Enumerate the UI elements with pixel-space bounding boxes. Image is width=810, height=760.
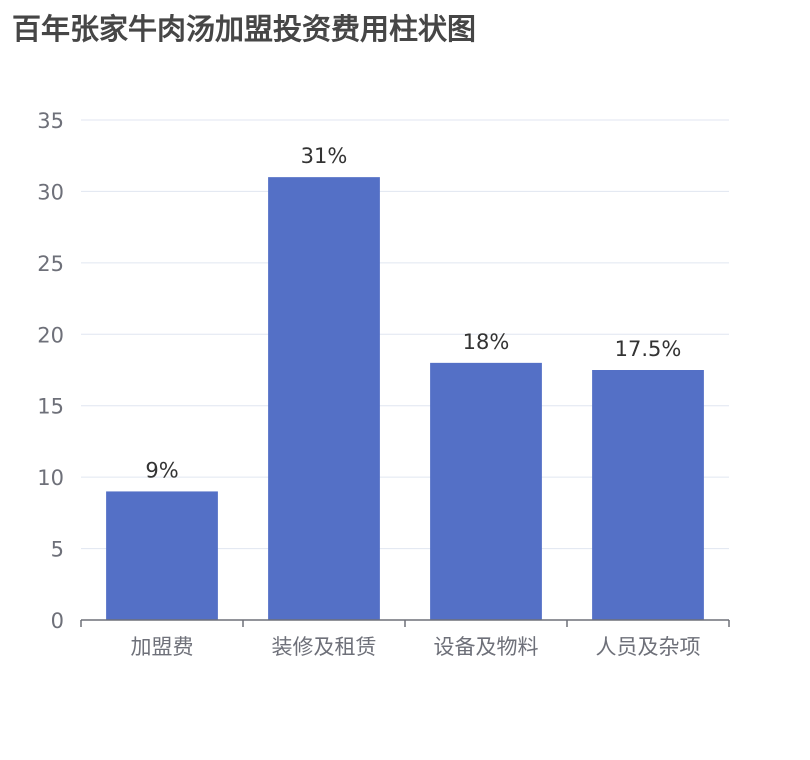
bar-0 xyxy=(106,491,218,620)
y-tick-label: 25 xyxy=(37,252,64,276)
data-label: 17.5% xyxy=(615,337,682,361)
data-label: 18% xyxy=(463,330,510,354)
y-tick-label: 30 xyxy=(37,180,64,204)
x-tick-label: 装修及租赁 xyxy=(272,635,377,659)
y-axis-ticks: 0 5 10 15 20 25 30 35 xyxy=(37,109,64,633)
bar-3 xyxy=(592,370,704,620)
data-labels: 9% 31% 18% 17.5% xyxy=(145,144,681,482)
bar-2 xyxy=(430,362,542,620)
y-tick-label: 0 xyxy=(51,609,64,633)
y-tick-label: 5 xyxy=(51,538,64,562)
y-tick-label: 15 xyxy=(37,395,64,419)
bar-1 xyxy=(268,177,380,620)
data-label: 31% xyxy=(301,144,348,168)
data-label: 9% xyxy=(145,458,178,482)
x-tick-label: 设备及物料 xyxy=(434,635,539,659)
x-tick-label: 加盟费 xyxy=(131,635,194,659)
x-axis: 加盟费 装修及租赁 设备及物料 人员及杂项 xyxy=(80,619,730,659)
chart-title: 百年张家牛肉汤加盟投资费用柱状图 xyxy=(12,12,477,46)
y-tick-label: 10 xyxy=(37,466,64,490)
bars xyxy=(106,177,704,620)
y-tick-label: 20 xyxy=(37,323,64,347)
x-tick-label: 人员及杂项 xyxy=(596,635,701,659)
y-tick-label: 35 xyxy=(37,109,64,133)
